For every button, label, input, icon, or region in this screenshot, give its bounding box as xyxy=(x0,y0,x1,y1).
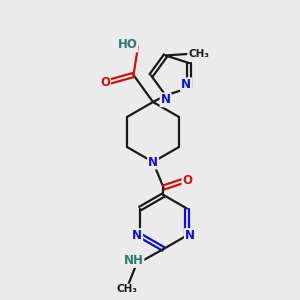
Text: N: N xyxy=(185,229,195,242)
Text: O: O xyxy=(182,173,193,187)
Text: N: N xyxy=(132,229,142,242)
Text: N: N xyxy=(181,78,191,91)
Text: N: N xyxy=(148,155,158,169)
Text: HO: HO xyxy=(118,38,137,52)
Text: NH: NH xyxy=(124,254,143,267)
Text: CH₃: CH₃ xyxy=(188,49,209,59)
Text: O: O xyxy=(100,76,110,89)
Text: CH₃: CH₃ xyxy=(117,284,138,295)
Text: N: N xyxy=(160,93,171,106)
